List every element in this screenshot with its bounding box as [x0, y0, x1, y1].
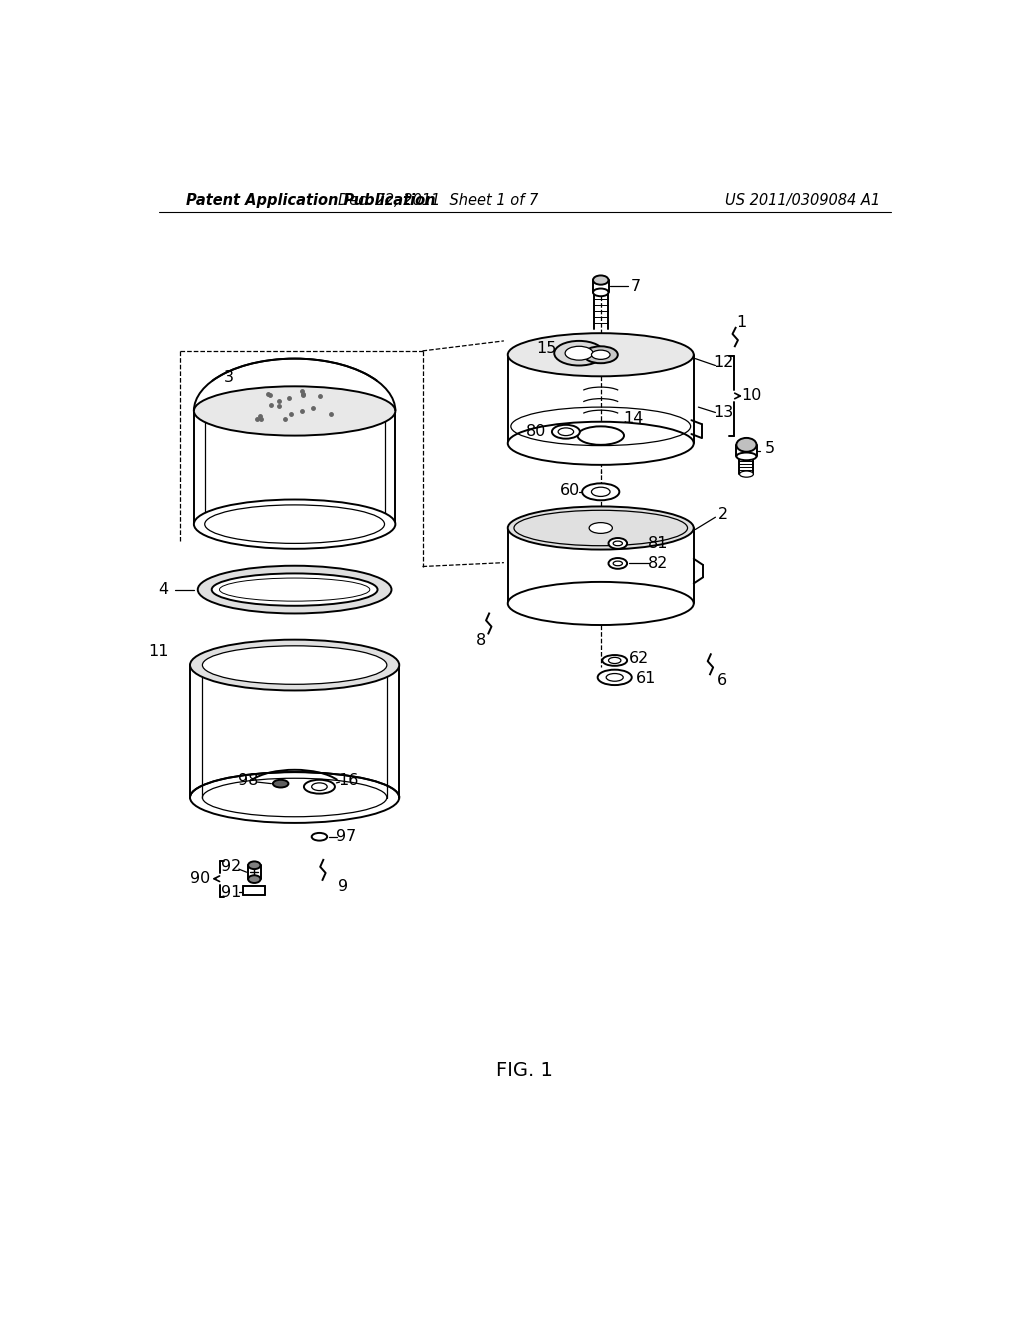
- Text: 97: 97: [337, 829, 356, 845]
- Text: 12: 12: [713, 355, 733, 370]
- Ellipse shape: [739, 471, 754, 478]
- Ellipse shape: [248, 862, 260, 869]
- Text: 10: 10: [741, 388, 762, 404]
- Ellipse shape: [554, 341, 604, 366]
- Text: 6: 6: [717, 673, 727, 688]
- Text: 13: 13: [713, 405, 733, 420]
- Ellipse shape: [311, 783, 328, 791]
- Ellipse shape: [508, 582, 693, 626]
- Text: 90: 90: [189, 871, 210, 886]
- Text: 61: 61: [636, 672, 656, 686]
- Ellipse shape: [558, 428, 573, 436]
- Text: Dec. 22, 2011  Sheet 1 of 7: Dec. 22, 2011 Sheet 1 of 7: [338, 193, 539, 209]
- Ellipse shape: [248, 875, 260, 883]
- Ellipse shape: [194, 499, 395, 549]
- Ellipse shape: [565, 346, 593, 360]
- Text: 91: 91: [221, 884, 242, 900]
- Ellipse shape: [203, 645, 387, 684]
- Ellipse shape: [606, 673, 624, 681]
- Ellipse shape: [736, 438, 757, 451]
- Ellipse shape: [613, 541, 623, 545]
- Ellipse shape: [592, 350, 610, 359]
- Ellipse shape: [593, 276, 608, 285]
- Text: 15: 15: [537, 341, 557, 356]
- Ellipse shape: [608, 657, 621, 664]
- Text: 80: 80: [526, 424, 547, 440]
- Text: 98: 98: [238, 774, 258, 788]
- Text: 5: 5: [765, 441, 775, 457]
- Text: 14: 14: [624, 411, 643, 426]
- Ellipse shape: [583, 483, 620, 500]
- Ellipse shape: [602, 655, 627, 665]
- Ellipse shape: [598, 669, 632, 685]
- Text: 60: 60: [560, 483, 580, 498]
- Ellipse shape: [212, 573, 378, 606]
- Ellipse shape: [584, 346, 617, 363]
- Ellipse shape: [589, 523, 612, 533]
- Text: 82: 82: [648, 556, 669, 572]
- Text: US 2011/0309084 A1: US 2011/0309084 A1: [725, 193, 880, 209]
- Text: 3: 3: [224, 371, 233, 385]
- Ellipse shape: [613, 561, 623, 566]
- Text: 16: 16: [339, 774, 359, 788]
- Ellipse shape: [608, 558, 627, 569]
- Ellipse shape: [304, 780, 335, 793]
- Text: 4: 4: [158, 582, 168, 597]
- Ellipse shape: [578, 426, 624, 445]
- Ellipse shape: [190, 640, 399, 690]
- Text: 11: 11: [148, 644, 169, 659]
- Ellipse shape: [198, 566, 391, 614]
- Ellipse shape: [608, 539, 627, 549]
- Text: 7: 7: [631, 279, 641, 294]
- Text: FIG. 1: FIG. 1: [497, 1061, 553, 1080]
- Ellipse shape: [508, 507, 693, 549]
- Text: 9: 9: [338, 879, 348, 894]
- Text: Patent Application Publication: Patent Application Publication: [186, 193, 435, 209]
- Text: 2: 2: [718, 507, 728, 521]
- Ellipse shape: [194, 387, 395, 436]
- Ellipse shape: [552, 425, 580, 438]
- Text: 62: 62: [630, 651, 649, 667]
- Ellipse shape: [508, 333, 693, 376]
- Ellipse shape: [508, 422, 693, 465]
- Ellipse shape: [593, 289, 608, 296]
- Text: 92: 92: [221, 859, 242, 874]
- Ellipse shape: [273, 780, 289, 788]
- Text: 81: 81: [648, 536, 669, 550]
- Text: 1: 1: [736, 315, 746, 330]
- Ellipse shape: [736, 453, 757, 461]
- Ellipse shape: [205, 506, 385, 544]
- Text: 8: 8: [476, 632, 486, 648]
- Ellipse shape: [311, 833, 328, 841]
- Ellipse shape: [592, 487, 610, 496]
